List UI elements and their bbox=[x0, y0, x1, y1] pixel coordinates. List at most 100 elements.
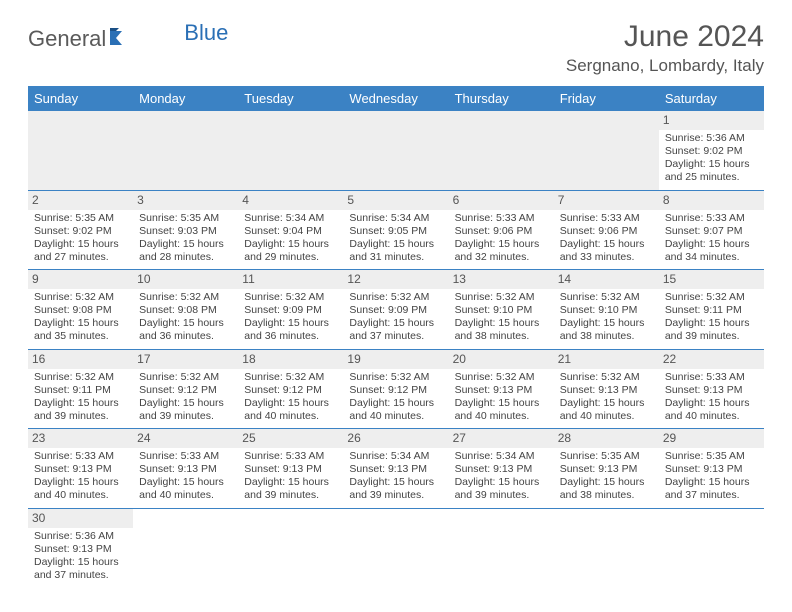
day-number: 16 bbox=[28, 350, 133, 369]
location-text: Sergnano, Lombardy, Italy bbox=[566, 56, 764, 76]
calendar-cell: 5 Sunrise: 5:34 AMSunset: 9:05 PMDaylight… bbox=[343, 190, 448, 270]
day-number: 11 bbox=[238, 270, 343, 289]
calendar-cell: 30Sunrise: 5:36 AMSunset: 9:13 PMDayligh… bbox=[28, 508, 133, 587]
day-number: 13 bbox=[449, 270, 554, 289]
month-title: June 2024 bbox=[566, 20, 764, 54]
day-number: 23 bbox=[28, 429, 133, 448]
calendar-cell: 24 Sunrise: 5:33 AMSunset: 9:13 PMDayligh… bbox=[133, 429, 238, 509]
day-info: Sunrise: 5:32 AMSunset: 9:12 PMDaylight:… bbox=[244, 371, 337, 424]
day-info: Sunrise: 5:32 AMSunset: 9:11 PMDaylight:… bbox=[665, 291, 758, 344]
day-info: Sunrise: 5:34 AMSunset: 9:13 PMDaylight:… bbox=[455, 450, 548, 503]
weekday-header: Monday bbox=[133, 86, 238, 111]
brand-logo: General Blue bbox=[28, 26, 228, 52]
brand-text-1: General bbox=[28, 26, 106, 52]
calendar-cell bbox=[133, 111, 238, 190]
day-info: Sunrise: 5:32 AMSunset: 9:10 PMDaylight:… bbox=[455, 291, 548, 344]
day-number: 22 bbox=[659, 350, 764, 369]
day-info: Sunrise: 5:33 AMSunset: 9:06 PMDaylight:… bbox=[560, 212, 653, 265]
calendar-cell: 1 Sunrise: 5:36 AMSunset: 9:02 PMDaylight… bbox=[659, 111, 764, 190]
calendar-cell: 25 Sunrise: 5:33 AMSunset: 9:13 PMDayligh… bbox=[238, 429, 343, 509]
day-info: Sunrise: 5:36 AMSunset: 9:02 PMDaylight:… bbox=[665, 132, 758, 185]
day-number: 20 bbox=[449, 350, 554, 369]
day-info: Sunrise: 5:34 AMSunset: 9:13 PMDaylight:… bbox=[349, 450, 442, 503]
weekday-header: Wednesday bbox=[343, 86, 448, 111]
day-info: Sunrise: 5:35 AMSunset: 9:13 PMDaylight:… bbox=[560, 450, 653, 503]
day-number: 5 bbox=[343, 191, 448, 210]
day-info: Sunrise: 5:32 AMSunset: 9:08 PMDaylight:… bbox=[34, 291, 127, 344]
day-number: 24 bbox=[133, 429, 238, 448]
calendar-cell: 13 Sunrise: 5:32 AMSunset: 9:10 PMDayligh… bbox=[449, 270, 554, 350]
day-number: 9 bbox=[28, 270, 133, 289]
calendar-body: 1 Sunrise: 5:36 AMSunset: 9:02 PMDaylight… bbox=[28, 111, 764, 587]
calendar-cell: 10 Sunrise: 5:32 AMSunset: 9:08 PMDayligh… bbox=[133, 270, 238, 350]
day-info: Sunrise: 5:32 AMSunset: 9:13 PMDaylight:… bbox=[560, 371, 653, 424]
day-info: Sunrise: 5:32 AMSunset: 9:08 PMDaylight:… bbox=[139, 291, 232, 344]
calendar-head: SundayMondayTuesdayWednesdayThursdayFrid… bbox=[28, 86, 764, 111]
calendar-cell bbox=[343, 111, 448, 190]
calendar-cell: 26 Sunrise: 5:34 AMSunset: 9:13 PMDayligh… bbox=[343, 429, 448, 509]
calendar-cell bbox=[238, 111, 343, 190]
calendar-cell bbox=[449, 111, 554, 190]
day-number: 17 bbox=[133, 350, 238, 369]
calendar-cell: 23 Sunrise: 5:33 AMSunset: 9:13 PMDayligh… bbox=[28, 429, 133, 509]
day-number: 6 bbox=[449, 191, 554, 210]
day-info: Sunrise: 5:32 AMSunset: 9:12 PMDaylight:… bbox=[139, 371, 232, 424]
calendar-cell bbox=[449, 508, 554, 587]
weekday-header: Friday bbox=[554, 86, 659, 111]
day-info: Sunrise: 5:33 AMSunset: 9:13 PMDaylight:… bbox=[244, 450, 337, 503]
day-info: Sunrise: 5:35 AMSunset: 9:02 PMDaylight:… bbox=[34, 212, 127, 265]
day-number: 27 bbox=[449, 429, 554, 448]
day-info: Sunrise: 5:32 AMSunset: 9:13 PMDaylight:… bbox=[455, 371, 548, 424]
day-number: 3 bbox=[133, 191, 238, 210]
calendar-cell bbox=[659, 508, 764, 587]
flag-icon bbox=[110, 28, 132, 51]
weekday-header: Saturday bbox=[659, 86, 764, 111]
day-number: 7 bbox=[554, 191, 659, 210]
day-info: Sunrise: 5:33 AMSunset: 9:13 PMDaylight:… bbox=[34, 450, 127, 503]
day-info: Sunrise: 5:33 AMSunset: 9:13 PMDaylight:… bbox=[139, 450, 232, 503]
calendar-cell bbox=[554, 508, 659, 587]
day-number: 10 bbox=[133, 270, 238, 289]
calendar-cell: 9 Sunrise: 5:32 AMSunset: 9:08 PMDaylight… bbox=[28, 270, 133, 350]
calendar-cell bbox=[238, 508, 343, 587]
day-info: Sunrise: 5:32 AMSunset: 9:09 PMDaylight:… bbox=[244, 291, 337, 344]
day-number: 25 bbox=[238, 429, 343, 448]
calendar-cell: 14Sunrise: 5:32 AMSunset: 9:10 PMDayligh… bbox=[554, 270, 659, 350]
day-info: Sunrise: 5:32 AMSunset: 9:10 PMDaylight:… bbox=[560, 291, 653, 344]
calendar-cell: 4Sunrise: 5:34 AMSunset: 9:04 PMDaylight… bbox=[238, 190, 343, 270]
calendar-cell: 2 Sunrise: 5:35 AMSunset: 9:02 PMDaylight… bbox=[28, 190, 133, 270]
calendar-cell: 11 Sunrise: 5:32 AMSunset: 9:09 PMDayligh… bbox=[238, 270, 343, 350]
calendar-cell: 18 Sunrise: 5:32 AMSunset: 9:12 PMDayligh… bbox=[238, 349, 343, 429]
day-info: Sunrise: 5:34 AMSunset: 9:04 PMDaylight:… bbox=[244, 212, 337, 265]
calendar-cell bbox=[554, 111, 659, 190]
page-header: General Blue June 2024 Sergnano, Lombard… bbox=[28, 20, 764, 76]
calendar-cell: 3 Sunrise: 5:35 AMSunset: 9:03 PMDaylight… bbox=[133, 190, 238, 270]
calendar-cell: 12Sunrise: 5:32 AMSunset: 9:09 PMDayligh… bbox=[343, 270, 448, 350]
title-block: June 2024 Sergnano, Lombardy, Italy bbox=[566, 20, 764, 76]
day-number: 2 bbox=[28, 191, 133, 210]
day-number: 18 bbox=[238, 350, 343, 369]
day-number: 29 bbox=[659, 429, 764, 448]
day-number: 1 bbox=[659, 111, 764, 130]
day-info: Sunrise: 5:33 AMSunset: 9:07 PMDaylight:… bbox=[665, 212, 758, 265]
day-info: Sunrise: 5:34 AMSunset: 9:05 PMDaylight:… bbox=[349, 212, 442, 265]
day-number: 19 bbox=[343, 350, 448, 369]
calendar-cell: 21Sunrise: 5:32 AMSunset: 9:13 PMDayligh… bbox=[554, 349, 659, 429]
calendar-cell: 19 Sunrise: 5:32 AMSunset: 9:12 PMDayligh… bbox=[343, 349, 448, 429]
day-number: 26 bbox=[343, 429, 448, 448]
calendar-cell bbox=[133, 508, 238, 587]
calendar-cell: 8Sunrise: 5:33 AMSunset: 9:07 PMDaylight… bbox=[659, 190, 764, 270]
brand-text-2: Blue bbox=[184, 20, 228, 46]
calendar-table: SundayMondayTuesdayWednesdayThursdayFrid… bbox=[28, 86, 764, 587]
calendar-cell bbox=[343, 508, 448, 587]
weekday-header: Tuesday bbox=[238, 86, 343, 111]
day-number: 28 bbox=[554, 429, 659, 448]
day-info: Sunrise: 5:32 AMSunset: 9:09 PMDaylight:… bbox=[349, 291, 442, 344]
weekday-header: Sunday bbox=[28, 86, 133, 111]
day-info: Sunrise: 5:35 AMSunset: 9:13 PMDaylight:… bbox=[665, 450, 758, 503]
calendar-cell: 27 Sunrise: 5:34 AMSunset: 9:13 PMDayligh… bbox=[449, 429, 554, 509]
calendar-cell: 20 Sunrise: 5:32 AMSunset: 9:13 PMDayligh… bbox=[449, 349, 554, 429]
day-info: Sunrise: 5:32 AMSunset: 9:12 PMDaylight:… bbox=[349, 371, 442, 424]
day-info: Sunrise: 5:35 AMSunset: 9:03 PMDaylight:… bbox=[139, 212, 232, 265]
day-info: Sunrise: 5:36 AMSunset: 9:13 PMDaylight:… bbox=[34, 530, 127, 583]
